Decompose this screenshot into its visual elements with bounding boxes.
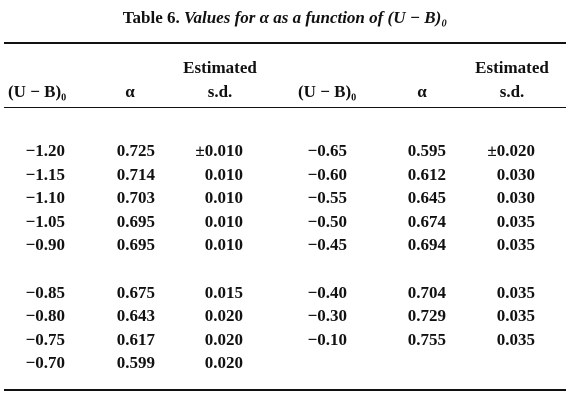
table-cell: 0.645 <box>407 188 446 208</box>
header-rule <box>4 107 566 108</box>
table-cell: −1.20 <box>25 141 65 160</box>
table-cell: 0.694 <box>407 235 446 255</box>
column-header: s.d. <box>207 82 233 101</box>
column-header: Estimated <box>183 58 257 77</box>
table-cell: 0.595 <box>407 141 446 160</box>
table-cell: 0.015 <box>204 282 243 302</box>
table-cell: ±0.020 <box>487 141 535 160</box>
table-cell: −0.70 <box>25 353 65 373</box>
bottom-rule <box>4 389 566 391</box>
table-cell: 0.035 <box>496 211 535 231</box>
table-cell: 0.020 <box>204 353 243 373</box>
table-cell: 0.030 <box>496 188 535 208</box>
table-cell: 0.010 <box>204 211 243 231</box>
table-cell: −0.55 <box>307 188 347 208</box>
table-cell: 0.030 <box>496 164 535 184</box>
table-cell: −0.90 <box>25 235 65 255</box>
table-cell: 0.643 <box>116 306 155 326</box>
column-header: s.d. <box>499 82 525 101</box>
column-header: Estimated <box>475 58 549 77</box>
top-rule <box>4 42 566 44</box>
table-cell: 0.020 <box>204 329 243 349</box>
table-cell: 0.674 <box>407 211 446 231</box>
table-cell: 0.035 <box>496 235 535 255</box>
column-header: (U − B)₀ <box>298 82 357 101</box>
table-cell: 0.010 <box>204 164 243 184</box>
table-cell: −0.80 <box>25 306 65 326</box>
table-cell: −0.65 <box>307 141 347 160</box>
table-cell: 0.729 <box>407 306 446 326</box>
table-cell: −0.60 <box>307 164 347 184</box>
table-cell: 0.704 <box>407 282 446 302</box>
table-label: Table 6. <box>122 8 180 27</box>
table-cell: −1.15 <box>25 164 65 184</box>
table-cell: 0.703 <box>116 188 155 208</box>
table-cell: −0.10 <box>307 329 347 349</box>
table-cell: 0.695 <box>116 235 155 255</box>
table-cell: −0.75 <box>25 329 65 349</box>
table-cell: 0.617 <box>116 329 155 349</box>
table-cell: 0.010 <box>204 235 243 255</box>
table-cell: 0.035 <box>496 329 535 349</box>
table-cell: −0.30 <box>307 306 347 326</box>
table-cell: 0.010 <box>204 188 243 208</box>
column-header: α <box>417 82 427 101</box>
table-cell: 0.675 <box>116 282 155 302</box>
table-cell: −1.05 <box>25 211 65 231</box>
table-cell: 0.695 <box>116 211 155 231</box>
column-header: (U − B)₀ <box>8 82 67 101</box>
table-cell: 0.599 <box>116 353 155 373</box>
table-cell: −0.85 <box>25 282 65 302</box>
table-cell: 0.035 <box>496 306 535 326</box>
table-cell: −1.10 <box>25 188 65 208</box>
table-caption: Values for α as a function of (U − B)₀ <box>184 8 448 27</box>
table-cell: 0.612 <box>407 164 446 184</box>
table-cell: 0.725 <box>116 141 155 160</box>
table-cell: 0.714 <box>116 164 155 184</box>
column-header: α <box>125 82 135 101</box>
table-cell: 0.035 <box>496 282 535 302</box>
table-title: Table 6. Values for α as a function of (… <box>0 8 570 28</box>
table-cell: −0.45 <box>307 235 347 255</box>
table-cell: 0.755 <box>407 329 446 349</box>
table-cell: ±0.010 <box>195 141 243 160</box>
table-cell: −0.50 <box>307 211 347 231</box>
table-cell: −0.40 <box>307 282 347 302</box>
table-cell: 0.020 <box>204 306 243 326</box>
